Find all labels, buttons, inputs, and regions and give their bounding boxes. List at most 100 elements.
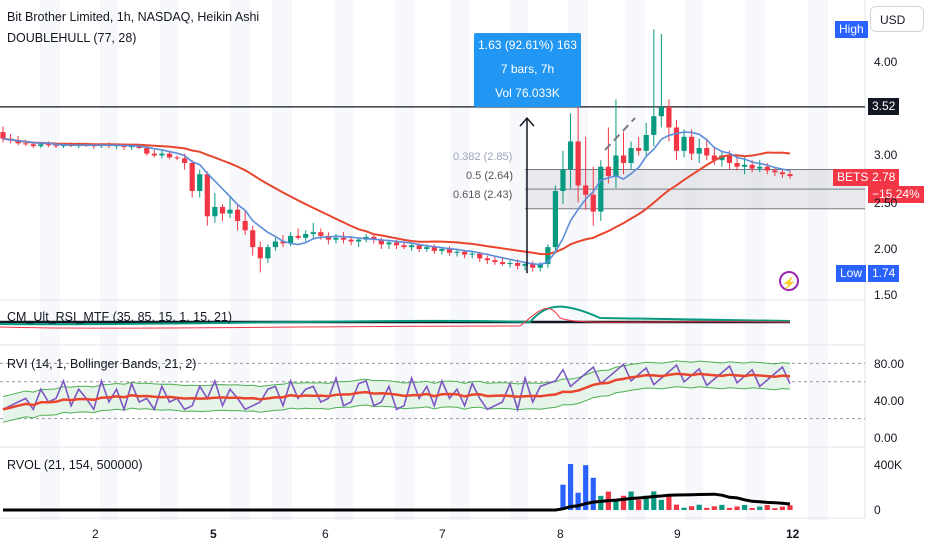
candle-body [726,155,733,163]
candle-body [620,155,627,163]
candle-body [23,143,29,145]
rvol-bar [575,492,581,510]
rvol-bar [590,477,596,510]
candle-body [197,174,203,192]
candle-body [575,141,581,186]
candle-body [439,249,445,251]
candle-body [15,140,21,144]
time-label: 12 [786,527,800,541]
time-label: 7 [439,527,446,541]
price-tick: 3.00 [874,148,898,162]
candle-body [371,236,377,240]
candle-body [129,146,135,148]
candle-body [560,169,566,192]
candle-body [295,235,301,238]
candle-body [250,230,256,248]
candle-body [567,141,574,170]
candle-body [734,162,740,167]
level-price-tag: 3.52 [868,98,900,115]
candle-body [590,194,596,212]
price-tick: 1.50 [874,288,898,302]
rvol-bar [772,508,778,510]
candle-body [242,220,248,231]
rvi-line [2,362,791,413]
rvol-bar [726,507,733,510]
time-label: 2 [92,527,99,541]
candle-body [507,263,513,265]
candle-body [469,253,475,255]
candle-body [378,239,384,245]
candle-body [764,166,770,171]
candle-body [144,148,150,154]
candle-body [462,251,468,255]
candle-body [514,263,521,266]
candle-body [651,116,657,135]
session-band [335,0,353,520]
rvol-bar [719,504,725,510]
candle-body [204,174,210,217]
candle-body [393,242,400,246]
price-tick: 4.00 [874,55,898,69]
rvol-bar [583,465,589,510]
session-band [230,0,250,520]
rvol-tick: 0 [874,503,881,517]
measure-tooltip: 1.63 (92.61%) 163 7 bars, 7h Vol 76.033K [474,33,581,107]
candle-body [38,144,44,147]
candle-body [182,158,188,163]
rvol-bar [658,499,664,510]
candle-body [605,166,611,177]
lightning-icon[interactable]: ⚡ [779,271,799,291]
rvol-bar [613,499,619,510]
candle-body [340,237,347,240]
candle-body [484,258,490,261]
candle-body [711,155,717,161]
rvi-tick: 0.00 [874,431,898,445]
rvol-bar [560,484,566,510]
rvol-bar [643,495,649,510]
candle-body [454,251,460,253]
trend-line [604,117,636,151]
price-tick: 2.00 [874,242,898,256]
rvi-tick: 40.00 [874,394,905,408]
rvol-bar [681,507,687,510]
session-band [685,0,703,520]
candle-body [356,239,362,242]
rvi-tick: 80.00 [874,357,905,371]
candle-body [159,153,165,156]
candle-body [787,174,793,177]
candle-body [431,247,437,251]
cm-rsi-fast [0,307,791,329]
rvol-bar [598,495,604,510]
low-price-tag: 1.74 [868,265,900,282]
measure-volume: Vol 76.033K [495,86,560,100]
fib-level-382: 0.382 (2.85) [453,151,513,163]
candle-body [741,164,748,167]
candle-body [318,232,324,236]
candle-body [545,247,551,264]
rvi-band-fill [3,360,790,423]
candle-body [552,191,559,248]
indicator-label: DOUBLEHULL (77, 28) [7,31,137,45]
rvol-label: RVOL (21, 154, 500000) [7,458,143,472]
low-tag: Low [836,265,867,282]
candle-body [492,260,498,263]
rvol-bar [673,504,680,510]
rvol-average-line [3,492,791,512]
price-tick: 2.50 [874,196,898,210]
session-band [160,0,178,520]
candle-body [227,209,233,214]
candle-body [136,146,142,149]
candle-body [280,241,286,244]
candle-body [174,157,180,159]
high-tag: High [835,21,868,38]
candle-body [189,162,195,192]
session-band [450,0,470,520]
candle-body [272,241,279,248]
candle-body [409,245,415,248]
candle-body [30,144,36,147]
candle-body [598,166,604,212]
currency-button[interactable]: USD [870,6,924,32]
candle-body [636,148,642,151]
time-label: 5 [210,527,217,541]
